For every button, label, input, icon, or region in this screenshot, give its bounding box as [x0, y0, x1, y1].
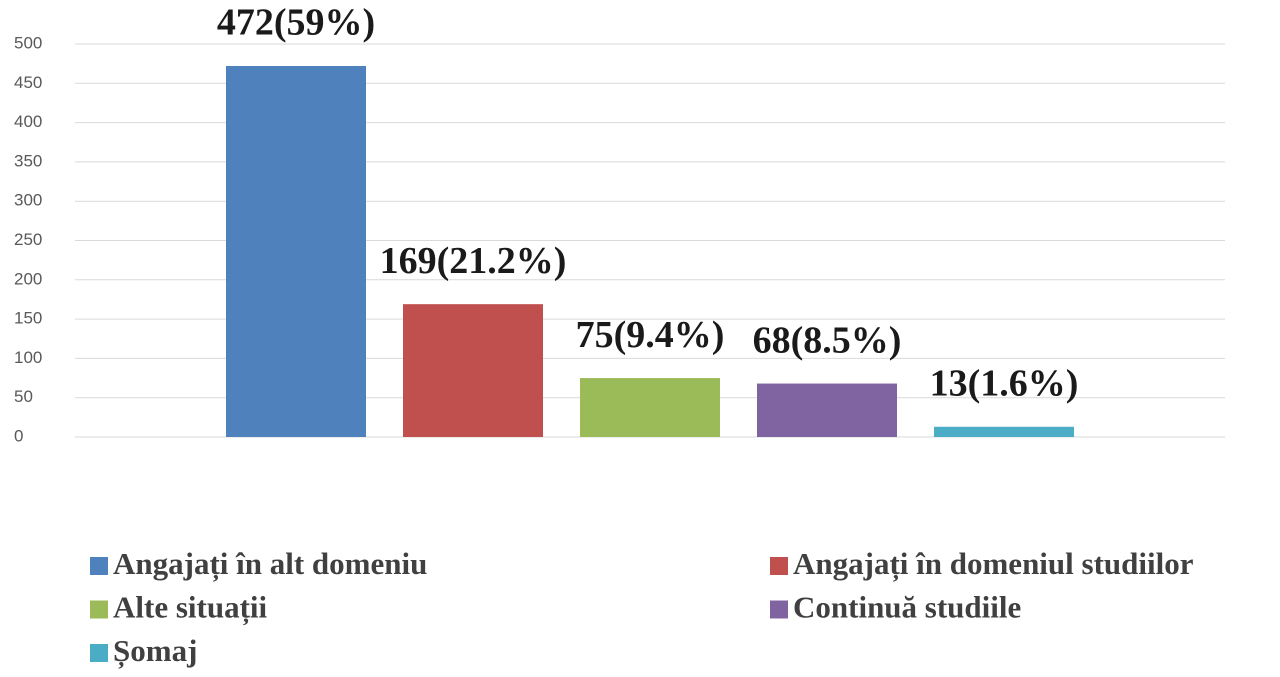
data-label: 68(8.5%)	[753, 319, 902, 361]
legend-label: Alte situații	[113, 590, 268, 626]
legend-label: Angajați în alt domeniu	[113, 546, 427, 582]
y-tick-label: 50	[14, 387, 33, 406]
data-label: 169(21.2%)	[380, 240, 567, 282]
data-label: 13(1.6%)	[930, 363, 1079, 405]
y-tick-label: 450	[14, 73, 42, 92]
legend-label: Continuă studiile	[793, 590, 1021, 625]
bar	[226, 66, 366, 438]
y-tick-label: 150	[14, 309, 42, 328]
y-tick-label: 350	[14, 151, 42, 170]
legend-label: Șomaj	[113, 633, 197, 669]
bar	[757, 383, 897, 437]
legend-swatch	[770, 557, 788, 575]
y-tick-label: 0	[14, 426, 23, 445]
y-tick-label: 200	[14, 269, 42, 288]
bar	[403, 304, 543, 437]
legend-swatch	[90, 557, 108, 575]
y-tick-label: 300	[14, 191, 42, 210]
y-tick-label: 250	[14, 230, 42, 249]
bar	[934, 426, 1074, 437]
y-tick-label: 100	[14, 348, 42, 367]
legend-swatch	[770, 600, 788, 619]
legend-swatch	[90, 600, 108, 619]
data-label: 75(9.4%)	[576, 314, 725, 356]
y-tick-label: 500	[14, 33, 42, 52]
bar	[580, 378, 720, 437]
legend-swatch	[90, 644, 108, 662]
legend-label: Angajați în domeniul studiilor	[793, 546, 1194, 582]
data-label: 472(59%)	[217, 2, 375, 44]
y-tick-label: 400	[14, 112, 42, 131]
